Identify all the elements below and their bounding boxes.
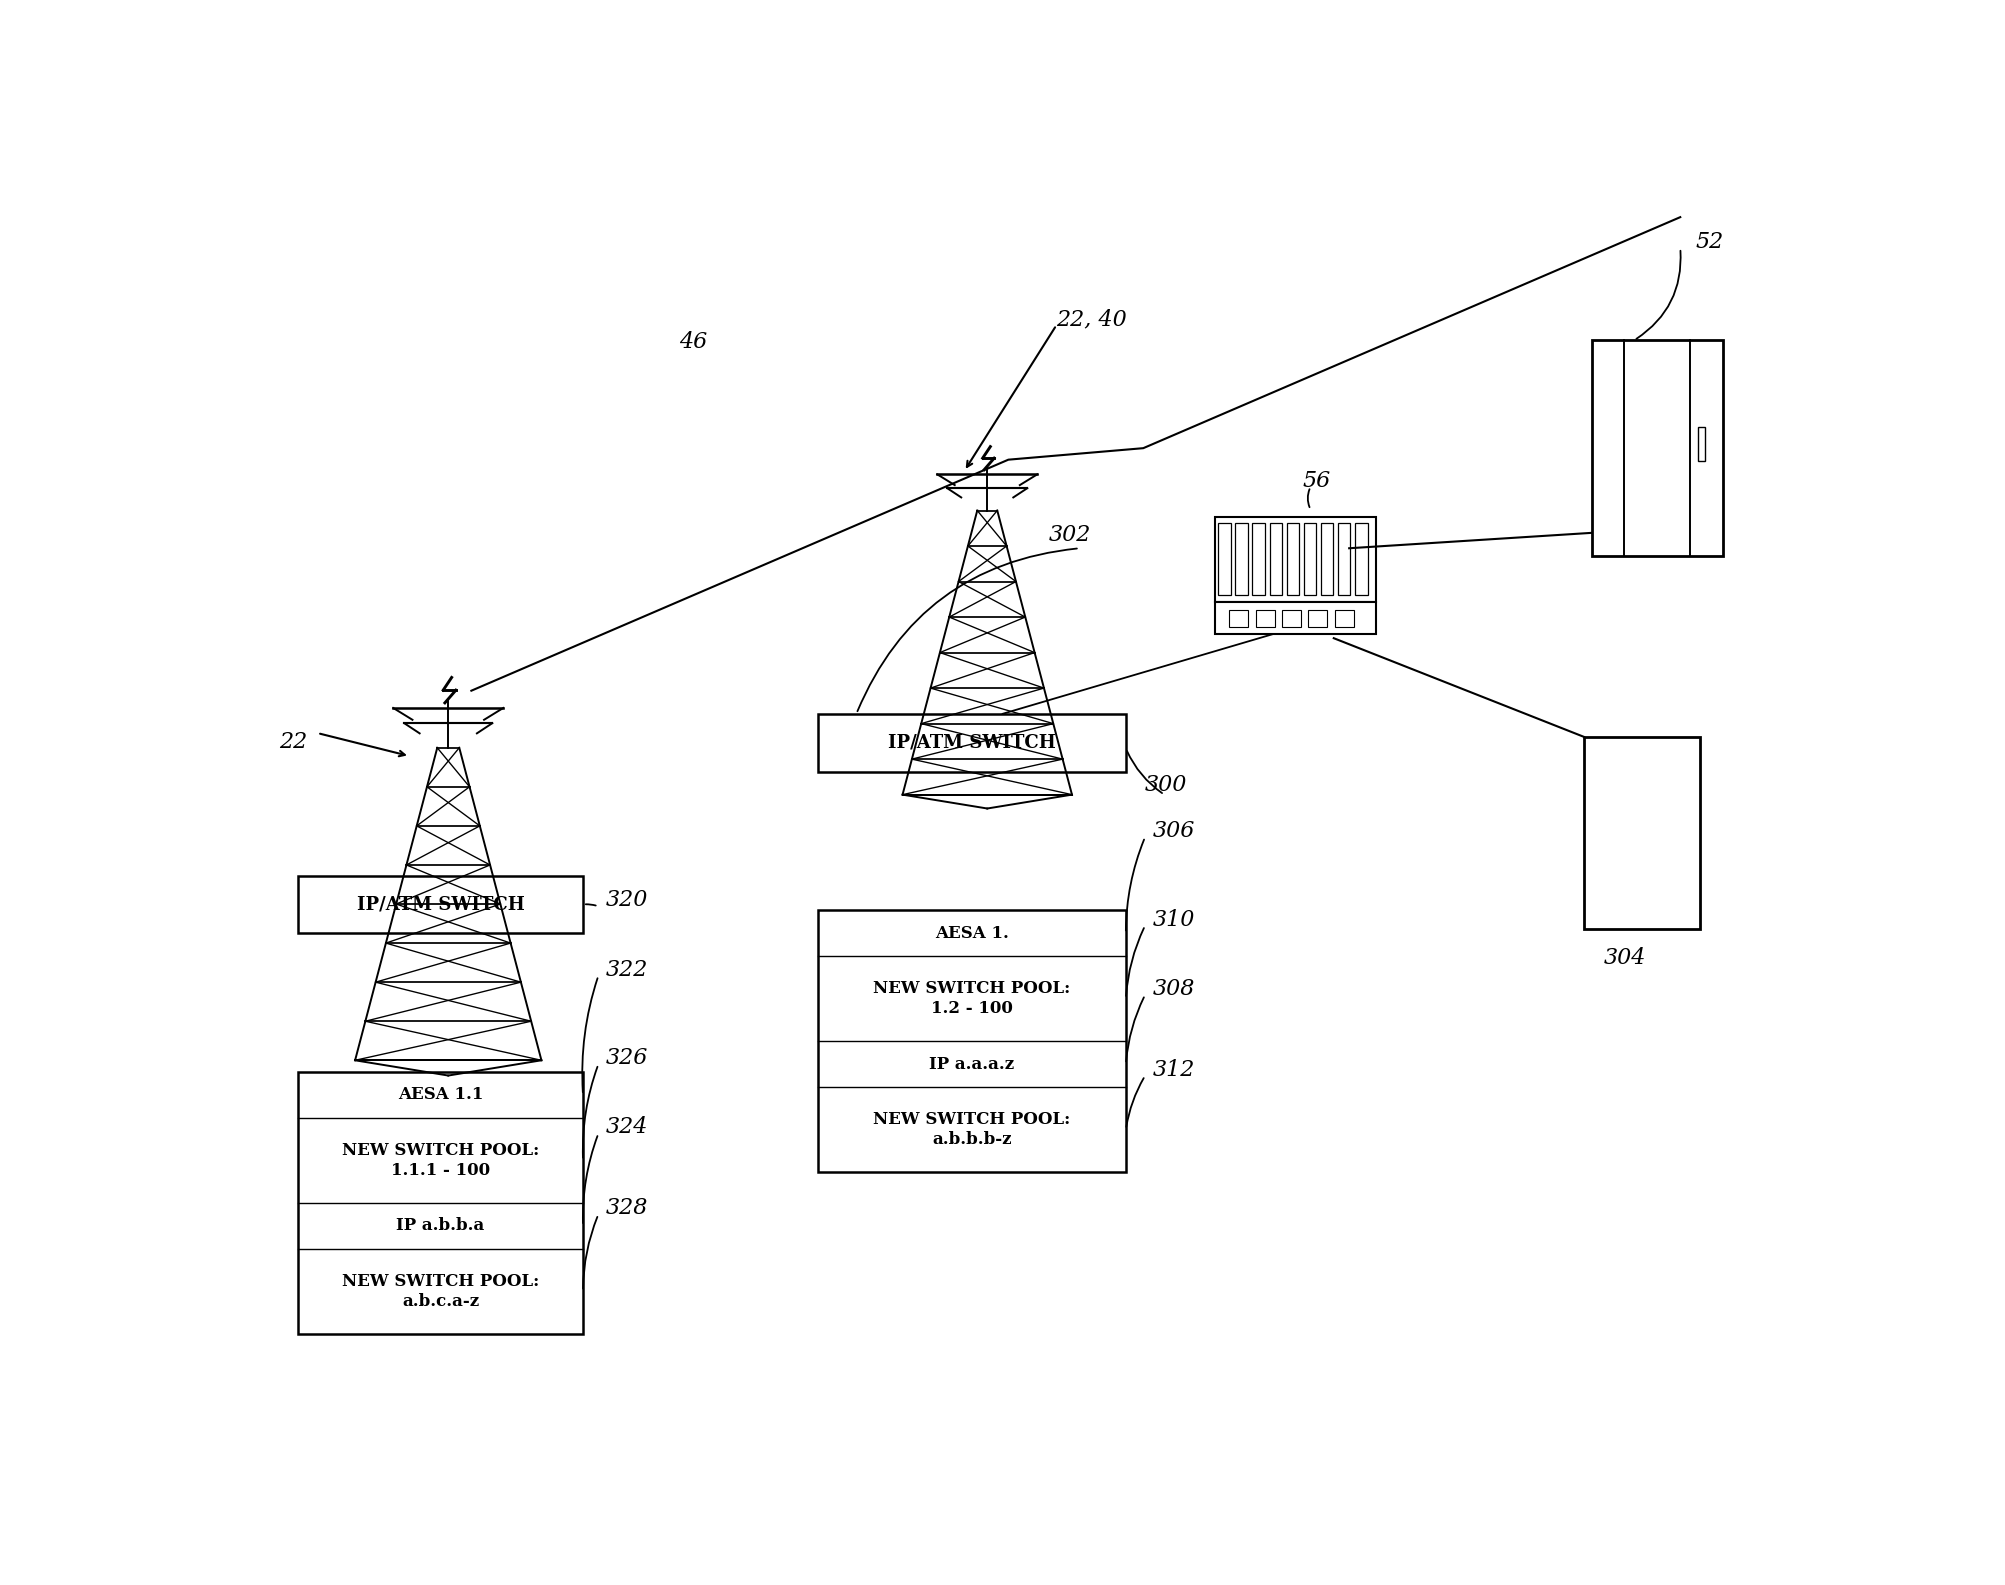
Text: 306: 306 bbox=[1153, 819, 1195, 842]
FancyBboxPatch shape bbox=[1321, 523, 1333, 596]
Text: 302: 302 bbox=[1049, 523, 1091, 545]
Text: IP/ATM SWITCH: IP/ATM SWITCH bbox=[888, 734, 1055, 751]
FancyBboxPatch shape bbox=[1696, 428, 1704, 461]
FancyBboxPatch shape bbox=[1269, 523, 1281, 596]
Text: NEW SWITCH POOL:
1.1.1 - 100: NEW SWITCH POOL: 1.1.1 - 100 bbox=[341, 1143, 539, 1179]
FancyBboxPatch shape bbox=[1255, 610, 1273, 626]
FancyBboxPatch shape bbox=[818, 713, 1125, 772]
Text: AESA 1.: AESA 1. bbox=[934, 924, 1009, 941]
Text: 56: 56 bbox=[1303, 469, 1331, 491]
Text: 326: 326 bbox=[606, 1048, 648, 1070]
FancyBboxPatch shape bbox=[1333, 610, 1353, 626]
FancyBboxPatch shape bbox=[1215, 602, 1375, 634]
Text: 310: 310 bbox=[1153, 908, 1195, 930]
Text: 312: 312 bbox=[1153, 1059, 1195, 1081]
Text: 22, 40: 22, 40 bbox=[1057, 307, 1127, 330]
FancyBboxPatch shape bbox=[1251, 523, 1263, 596]
Text: 320: 320 bbox=[606, 889, 648, 911]
FancyBboxPatch shape bbox=[1281, 610, 1301, 626]
FancyBboxPatch shape bbox=[1229, 610, 1247, 626]
FancyBboxPatch shape bbox=[1215, 517, 1375, 602]
Text: AESA 1.1: AESA 1.1 bbox=[397, 1086, 483, 1103]
FancyBboxPatch shape bbox=[1584, 737, 1698, 929]
FancyBboxPatch shape bbox=[299, 1071, 583, 1333]
FancyBboxPatch shape bbox=[1590, 341, 1722, 556]
Text: IP a.b.b.a: IP a.b.b.a bbox=[397, 1217, 485, 1235]
Text: NEW SWITCH POOL:
a.b.c.a-z: NEW SWITCH POOL: a.b.c.a-z bbox=[341, 1273, 539, 1309]
Text: 304: 304 bbox=[1602, 948, 1644, 968]
FancyBboxPatch shape bbox=[1217, 523, 1229, 596]
Text: 46: 46 bbox=[680, 331, 708, 353]
Text: 308: 308 bbox=[1153, 978, 1195, 1000]
FancyBboxPatch shape bbox=[1235, 523, 1247, 596]
FancyBboxPatch shape bbox=[1337, 523, 1349, 596]
FancyBboxPatch shape bbox=[1307, 610, 1327, 626]
Text: 22: 22 bbox=[279, 731, 307, 753]
Text: IP a.a.a.z: IP a.a.a.z bbox=[928, 1056, 1015, 1073]
Text: 52: 52 bbox=[1694, 231, 1722, 254]
Text: 324: 324 bbox=[606, 1116, 648, 1138]
FancyBboxPatch shape bbox=[1285, 523, 1299, 596]
Text: 322: 322 bbox=[606, 959, 648, 981]
FancyBboxPatch shape bbox=[818, 910, 1125, 1171]
Text: NEW SWITCH POOL:
1.2 - 100: NEW SWITCH POOL: 1.2 - 100 bbox=[872, 981, 1071, 1018]
FancyBboxPatch shape bbox=[1303, 523, 1315, 596]
Text: IP/ATM SWITCH: IP/ATM SWITCH bbox=[357, 896, 523, 913]
Text: NEW SWITCH POOL:
a.b.b.b-z: NEW SWITCH POOL: a.b.b.b-z bbox=[872, 1111, 1071, 1148]
FancyBboxPatch shape bbox=[1355, 523, 1367, 596]
FancyBboxPatch shape bbox=[299, 875, 583, 934]
Text: 328: 328 bbox=[606, 1197, 648, 1219]
Text: 300: 300 bbox=[1145, 773, 1187, 796]
